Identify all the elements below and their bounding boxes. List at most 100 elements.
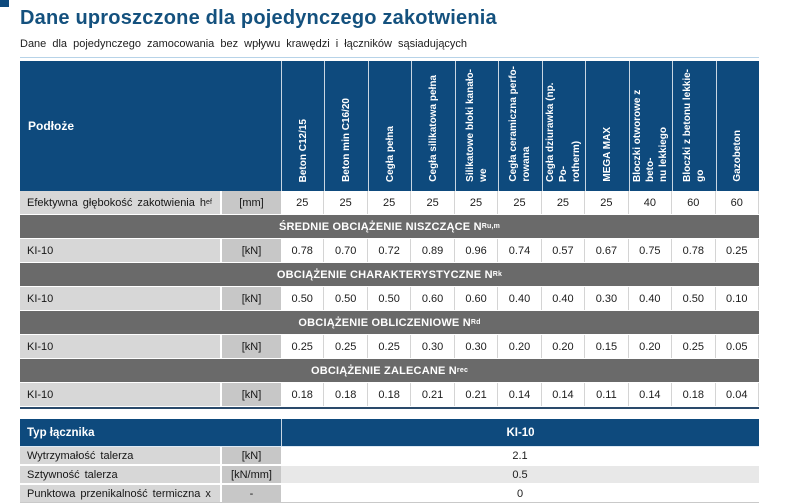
value-cell: 0.96 bbox=[454, 239, 499, 262]
row-label: Sztywność talerza bbox=[20, 466, 220, 483]
value-cell: 0.14 bbox=[498, 383, 542, 406]
anchoring-data-table: Podłoże Beton C12/15 Beton min C16/20 Ce… bbox=[20, 61, 759, 409]
section-title: OBCIĄŻENIE ZALECANE N bbox=[310, 364, 457, 377]
column-header-label: Cegła dziurawka (np. Po- rotherm) bbox=[545, 82, 583, 182]
section-title: OBCIĄŻENIE CHARAKTERYSTYCZNE N bbox=[276, 268, 493, 281]
value-cell: 0.78 bbox=[281, 239, 325, 262]
value-cell: 0.20 bbox=[628, 335, 673, 358]
connector-type-header-label: Typ łącznika bbox=[27, 426, 95, 439]
value-cell: 25 bbox=[541, 191, 586, 214]
table-row-thermal-transmittance: Punktowa przenikalność termiczna x - 0 bbox=[20, 485, 759, 503]
unit-cell: - bbox=[220, 485, 281, 502]
section-header-design-load: OBCIĄŻENIE OBLICZENIOWE N Rd bbox=[20, 311, 759, 335]
unit-cell: [kN] bbox=[220, 383, 281, 406]
value-cell: 0.60 bbox=[454, 287, 499, 310]
unit-cell: [kN] bbox=[220, 335, 281, 358]
value-cell: 0.67 bbox=[585, 239, 629, 262]
column-header-bloczki-lekkie: Bloczki z betonu lekkie- go bbox=[672, 61, 715, 191]
value-cell: 0.14 bbox=[628, 383, 673, 406]
value-cell: 0.18 bbox=[281, 383, 325, 406]
column-header-label: Beton min C16/20 bbox=[341, 98, 353, 182]
column-header-beton-c16: Beton min C16/20 bbox=[324, 61, 367, 191]
value-cell: 40 bbox=[628, 191, 673, 214]
value-cell: 2.1 bbox=[281, 447, 759, 464]
connector-table-header-row: Typ łącznika KI-10 bbox=[20, 419, 759, 447]
unit-cell: [mm] bbox=[220, 191, 281, 214]
connector-type-table: Typ łącznika KI-10 Wytrzymałość talerza … bbox=[20, 419, 759, 503]
unit-cell: [kN] bbox=[220, 239, 281, 262]
column-header-cegla-dziurawka: Cegła dziurawka (np. Po- rotherm) bbox=[541, 61, 585, 191]
value-cell: 25 bbox=[367, 191, 412, 214]
value-cell: 60 bbox=[715, 191, 759, 214]
table-row-ki10: KI-10 [kN] 0.18 0.18 0.18 0.21 0.21 0.14… bbox=[20, 383, 759, 407]
value-cell: 0.25 bbox=[715, 239, 759, 262]
value-cell: 0.25 bbox=[281, 335, 325, 358]
value-cell: 0.30 bbox=[454, 335, 499, 358]
column-header-label: Beton C12/15 bbox=[297, 118, 309, 182]
column-header-label: Bloczki otworowe z beto- nu lekkiego bbox=[632, 89, 670, 182]
column-header-label: Cegła ceramiczna perfo- rowana bbox=[508, 66, 533, 182]
value-cell: 0.11 bbox=[585, 383, 629, 406]
column-header-label: Gazobeton bbox=[732, 130, 744, 182]
value-cell: 0.5 bbox=[281, 466, 759, 483]
value-cell: 0.50 bbox=[281, 287, 325, 310]
value-cell: 0.57 bbox=[541, 239, 586, 262]
table-row-ki10: KI-10 [kN] 0.78 0.70 0.72 0.89 0.96 0.74… bbox=[20, 239, 759, 263]
connector-type-header-value: KI-10 bbox=[281, 419, 759, 446]
column-header-label: MEGA MAX bbox=[601, 127, 613, 182]
table-row-ki10: KI-10 [kN] 0.50 0.50 0.50 0.60 0.60 0.40… bbox=[20, 287, 759, 311]
row-label: KI-10 bbox=[20, 239, 220, 262]
value-cell: 0.04 bbox=[715, 383, 759, 406]
column-header-beton-c12: Beton C12/15 bbox=[281, 61, 324, 191]
section-header-characteristic-load: OBCIĄŻENIE CHARAKTERYSTYCZNE N Rk bbox=[20, 263, 759, 287]
value-cell: 0.30 bbox=[585, 287, 629, 310]
value-cell: 25 bbox=[454, 191, 499, 214]
value-cell: 0.05 bbox=[715, 335, 759, 358]
column-header-bloczki-otworowe: Bloczki otworowe z beto- nu lekkiego bbox=[628, 61, 672, 191]
value-cell: 0.50 bbox=[324, 287, 368, 310]
section-title: OBCIĄŻENIE OBLICZENIOWE N bbox=[298, 316, 471, 329]
value-cell: 0.21 bbox=[411, 383, 455, 406]
page: Dane uproszczone dla pojedynczego zakotw… bbox=[20, 0, 759, 503]
value-cell: 25 bbox=[585, 191, 629, 214]
column-header-label: Cegła pełna bbox=[384, 125, 396, 182]
value-cell: 0 bbox=[281, 485, 759, 502]
row-label: KI-10 bbox=[20, 335, 220, 358]
value-cell: 25 bbox=[281, 191, 325, 214]
corner-mark bbox=[0, 0, 9, 7]
unit-cell: [kN] bbox=[220, 447, 281, 464]
value-cell: 0.25 bbox=[324, 335, 368, 358]
section-title: ŚREDNIE OBCIĄŻENIE NISZCZĄCE N bbox=[278, 220, 482, 233]
row-label: Punktowa przenikalność termiczna x bbox=[20, 485, 220, 502]
value-cell: 0.14 bbox=[541, 383, 586, 406]
value-cell: 0.50 bbox=[672, 287, 716, 310]
substrate-header-label: Podłoże bbox=[28, 119, 75, 133]
value-cell: 0.10 bbox=[715, 287, 759, 310]
value-cell: 0.20 bbox=[498, 335, 542, 358]
value-cell: 0.20 bbox=[541, 335, 586, 358]
table-row-ki10: KI-10 [kN] 0.25 0.25 0.25 0.30 0.30 0.20… bbox=[20, 335, 759, 359]
value-cell: 0.74 bbox=[498, 239, 542, 262]
value-cell: 0.18 bbox=[367, 383, 412, 406]
value-cell: 0.40 bbox=[628, 287, 673, 310]
row-label: Wytrzymałość talerza bbox=[20, 447, 220, 464]
value-cell: 0.30 bbox=[411, 335, 455, 358]
column-header-cegla-silikatowa: Cegła silikatowa pełna bbox=[411, 61, 454, 191]
column-header-label: Bloczki z betonu lekkie- go bbox=[682, 69, 707, 182]
row-label: Efektywna głębokość zakotwienia h ef bbox=[20, 191, 220, 214]
row-label: KI-10 bbox=[20, 383, 220, 406]
column-header-cegla-ceramiczna: Cegła ceramiczna perfo- rowana bbox=[498, 61, 541, 191]
page-title: Dane uproszczone dla pojedynczego zakotw… bbox=[20, 7, 497, 29]
row-label: KI-10 bbox=[20, 287, 220, 310]
section-header-mean-failure-load: ŚREDNIE OBCIĄŻENIE NISZCZĄCE N Ru,m bbox=[20, 215, 759, 239]
value-cell: 0.21 bbox=[454, 383, 499, 406]
column-header-gazobeton: Gazobeton bbox=[715, 61, 759, 191]
column-header-label: Silikatowe bloki kanało- we bbox=[465, 69, 490, 182]
value-cell: 0.18 bbox=[324, 383, 368, 406]
value-cell: 0.60 bbox=[411, 287, 455, 310]
main-table-header-row: Podłoże Beton C12/15 Beton min C16/20 Ce… bbox=[20, 61, 759, 191]
value-cell: 0.50 bbox=[367, 287, 412, 310]
value-cell: 0.25 bbox=[367, 335, 412, 358]
value-cell: 0.70 bbox=[324, 239, 368, 262]
value-cell: 0.25 bbox=[672, 335, 716, 358]
